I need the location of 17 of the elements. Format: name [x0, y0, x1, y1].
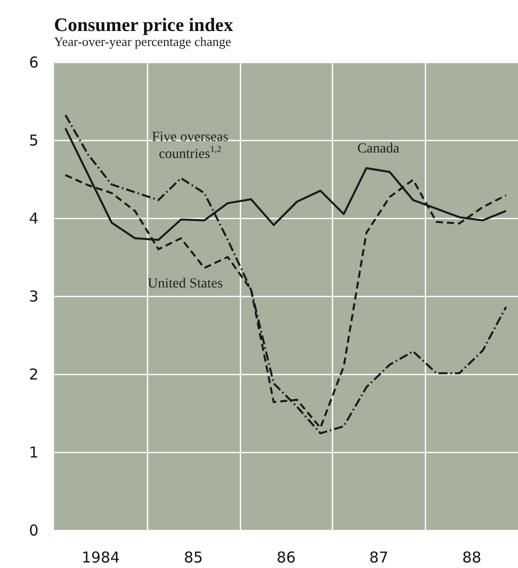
- chart-subtitle: Year-over-year percentage change: [54, 34, 232, 49]
- y-tick-label: 0: [28, 522, 38, 540]
- y-tick-label: 4: [28, 210, 38, 228]
- chart-title: Consumer price index: [54, 15, 234, 36]
- x-tick-label: 86: [276, 548, 296, 566]
- y-tick-label: 2: [28, 366, 38, 384]
- x-tick-label: 1984: [82, 548, 120, 566]
- y-tick-label: 1: [28, 444, 38, 462]
- series-label: Canada: [357, 140, 400, 158]
- y-tick-label: 3: [28, 288, 38, 306]
- x-tick-label: 88: [462, 548, 482, 566]
- y-tick-label: 6: [28, 54, 38, 72]
- series-label: United States: [148, 276, 223, 293]
- x-tick-label: 87: [369, 548, 388, 566]
- y-tick-label: 5: [28, 132, 38, 150]
- line-series: [64, 114, 508, 434]
- x-tick-label: 85: [184, 548, 203, 566]
